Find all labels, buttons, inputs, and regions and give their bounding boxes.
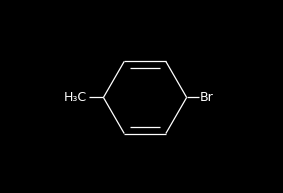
Text: H₃C: H₃C <box>64 91 87 104</box>
Text: Br: Br <box>200 91 214 104</box>
